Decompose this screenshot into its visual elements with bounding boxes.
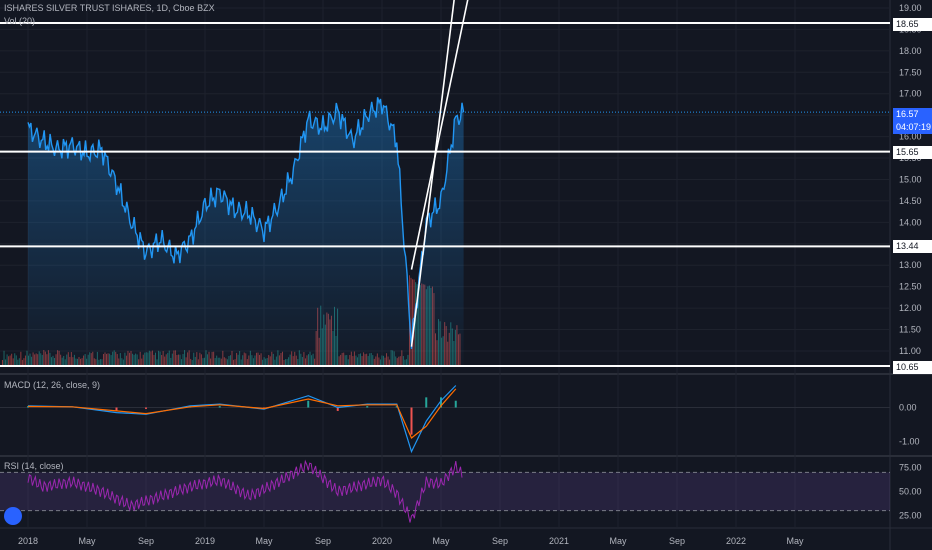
rsi-tick-label: 50.00 [899, 487, 922, 497]
volume-bar [3, 350, 5, 366]
price-series-line[interactable] [27, 97, 465, 349]
rsi-indicator-label[interactable]: RSI (14, close) [4, 461, 64, 471]
bar-countdown-tag: 04:07:19 [893, 121, 932, 134]
volume-bar [26, 350, 28, 366]
rsi-tick-label: 25.00 [899, 510, 922, 520]
level-tag-3[interactable]: 13.44 [893, 240, 932, 253]
volume-bar [6, 354, 8, 366]
rsi-tick-label: 75.00 [899, 463, 922, 473]
rsi-line[interactable] [27, 459, 463, 523]
volume-bar [410, 277, 412, 366]
price-tick-label: 17.00 [899, 89, 922, 99]
volume-indicator-label[interactable]: Vol (20) [4, 16, 36, 26]
symbol-title[interactable]: ISHARES SILVER TRUST ISHARES, 1D, Cboe B… [4, 3, 215, 13]
volume-bar [9, 355, 11, 366]
macd-histogram-bar [115, 407, 118, 411]
price-tick-label: 11.00 [899, 346, 921, 356]
price-tick-label: 14.50 [899, 196, 922, 206]
x-tick-label: 2018 [18, 536, 38, 546]
x-tick-label: Sep [669, 536, 685, 546]
macd-signal-line[interactable] [27, 388, 457, 439]
volume-bar [2, 360, 3, 366]
macd-line[interactable] [27, 385, 457, 454]
volume-bar [11, 353, 13, 366]
x-tick-label: Sep [315, 536, 331, 546]
volume-bar [5, 359, 7, 366]
volume-bar [15, 355, 17, 366]
x-tick-label: May [78, 536, 96, 546]
price-tick-label: 15.00 [899, 174, 922, 184]
macd-histogram-bar [336, 407, 339, 411]
macd-histogram-bar [395, 406, 398, 408]
x-tick-label: May [609, 536, 627, 546]
price-tick-label: 13.00 [899, 260, 922, 270]
x-tick-label: Sep [492, 536, 508, 546]
price-tick-label: 17.50 [899, 67, 922, 77]
x-tick-label: 2019 [195, 536, 215, 546]
volume-bar [8, 356, 10, 366]
macd-indicator-label[interactable]: MACD (12, 26, close, 9) [4, 380, 101, 390]
level-tag-4[interactable]: 10.65 [893, 361, 932, 374]
x-tick-label: May [432, 536, 450, 546]
volume-bar [12, 358, 14, 366]
x-tick-label: May [786, 536, 804, 546]
macd-histogram-bar [366, 406, 369, 408]
price-tick-label: 11.50 [899, 325, 921, 335]
macd-tick-label: -1.00 [899, 436, 920, 446]
price-tick-label: 19.00 [899, 3, 922, 13]
macd-histogram-bar [425, 397, 428, 408]
price-tick-label: 14.00 [899, 217, 922, 227]
price-area-fill [28, 97, 464, 367]
x-tick-label: 2021 [549, 536, 569, 546]
current-price-tag: 16.57 [893, 108, 932, 121]
macd-histogram-bar [145, 407, 147, 409]
x-tick-label: May [255, 536, 273, 546]
level-tag-1[interactable]: 18.65 [893, 18, 932, 31]
macd-tick-label: 0.00 [899, 403, 917, 413]
x-tick-label: 2020 [372, 536, 392, 546]
tradingview-logo-icon[interactable] [4, 507, 22, 525]
level-tag-2[interactable]: 15.65 [893, 146, 932, 159]
macd-histogram-bar [440, 397, 442, 408]
volume-bar [23, 358, 25, 366]
volume-bar [20, 351, 22, 366]
volume-bar [14, 353, 16, 366]
price-tick-label: 18.00 [899, 46, 922, 56]
macd-histogram-bar [454, 400, 457, 408]
x-tick-label: Sep [138, 536, 154, 546]
price-tick-label: 16.00 [899, 132, 922, 142]
price-tick-label: 12.00 [899, 303, 922, 313]
macd-histogram-bar [410, 407, 413, 435]
price-tick-label: 12.50 [899, 282, 922, 292]
trendline[interactable] [410, 0, 471, 270]
volume-bar [21, 359, 23, 366]
volume-bar [18, 358, 20, 366]
x-tick-label: 2022 [726, 536, 746, 546]
macd-histogram-bar [307, 400, 310, 408]
macd-histogram-bar [218, 406, 221, 408]
volume-bar [24, 355, 26, 366]
volume-bar [17, 359, 19, 366]
